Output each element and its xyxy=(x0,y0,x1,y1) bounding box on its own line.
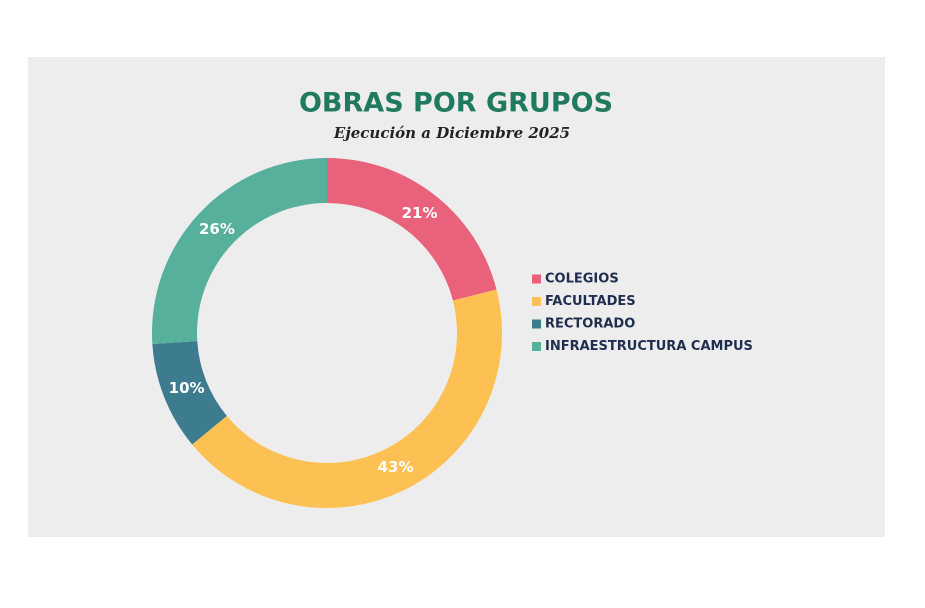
donut-slice xyxy=(327,158,497,301)
donut-slice xyxy=(192,289,502,508)
legend-swatch xyxy=(532,319,541,329)
value-label: 10% xyxy=(169,379,205,397)
legend-label: INFRAESTRUCTURA CAMPUS xyxy=(545,339,753,354)
legend-label: COLEGIOS xyxy=(545,272,619,287)
legend-label: RECTORADO xyxy=(545,317,635,332)
value-label: 26% xyxy=(199,220,235,238)
value-label: 21% xyxy=(402,204,438,222)
chart-title: OBRAS POR GRUPOS xyxy=(299,88,613,119)
chart-subtitle: Ejecución a Diciembre 2025 xyxy=(333,124,570,142)
value-label: 43% xyxy=(378,458,414,476)
donut-slice xyxy=(152,341,227,445)
legend-swatch xyxy=(532,297,541,306)
donut-slice xyxy=(151,158,327,344)
legend-label: FACULTADES xyxy=(545,294,636,309)
legend-swatch xyxy=(532,342,541,351)
legend-swatch xyxy=(532,274,541,284)
